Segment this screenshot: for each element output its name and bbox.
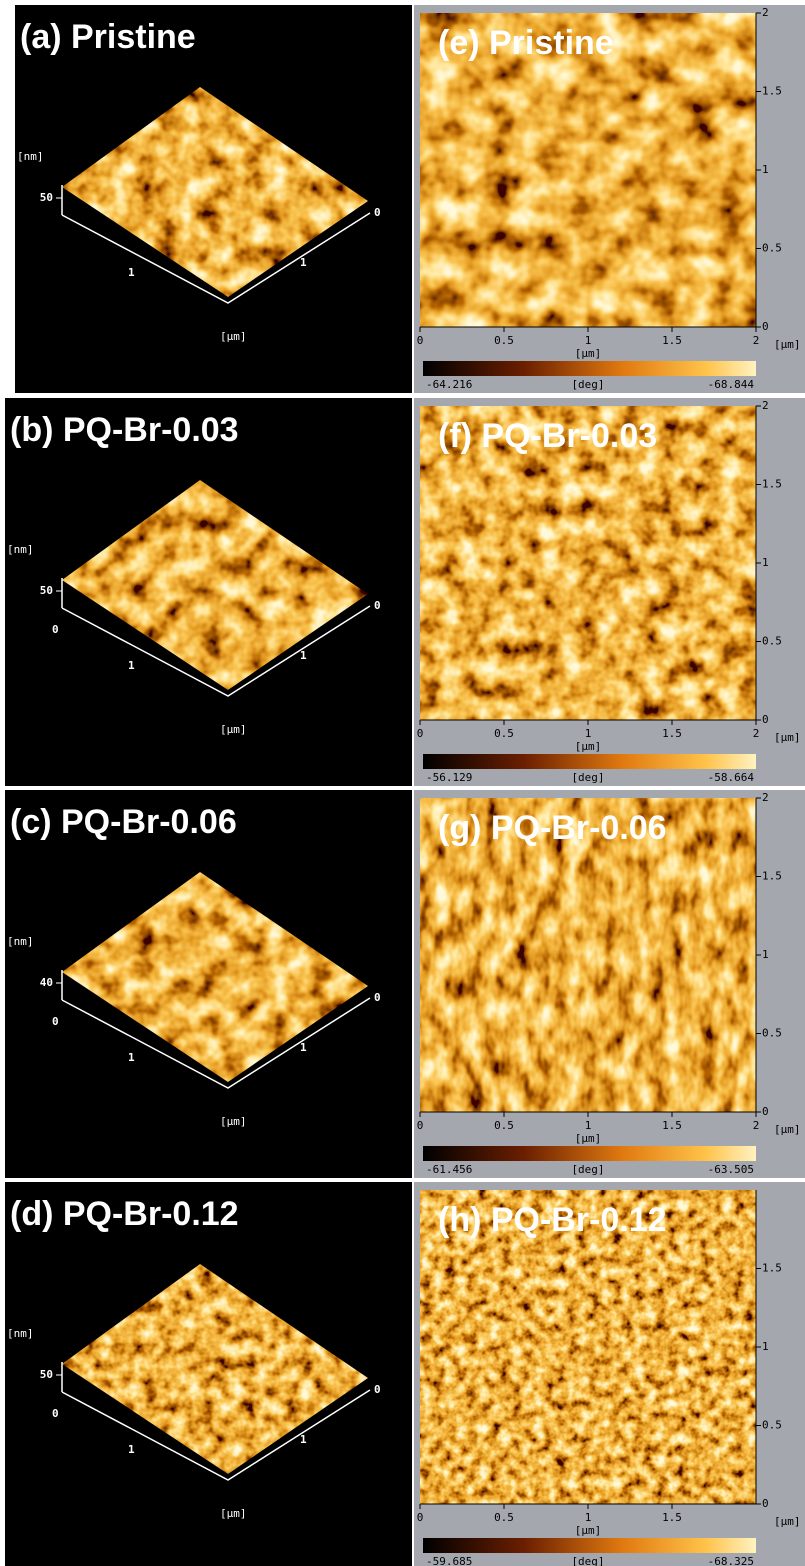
colorbar-min: -64.216 bbox=[426, 378, 472, 391]
x-unit: [µm] bbox=[575, 740, 602, 753]
x-tick-label: 1.5 bbox=[662, 1511, 682, 1524]
y-tick-label: 0 bbox=[374, 599, 381, 612]
y-tick-label: 0 bbox=[374, 991, 381, 1004]
x-tick-label: 0 bbox=[417, 727, 424, 740]
y-tick-label: 1 bbox=[300, 649, 307, 662]
y-tick-label: 0 bbox=[762, 713, 769, 726]
y-tick-label: 1 bbox=[762, 163, 769, 176]
z-unit: [nm] bbox=[7, 935, 34, 948]
x-tick-label: 2 bbox=[753, 334, 760, 347]
z-unit: [nm] bbox=[7, 543, 34, 556]
y-tick-label: 1 bbox=[300, 256, 307, 269]
x-unit: [µm] bbox=[575, 347, 602, 360]
x-tick-label: 1.5 bbox=[662, 1119, 682, 1132]
x-tick-label: 0.5 bbox=[494, 1511, 514, 1524]
y-tick-label: 1.5 bbox=[762, 478, 782, 491]
x-tick-label: 0 bbox=[52, 623, 59, 636]
y-tick-label: 1.5 bbox=[762, 85, 782, 98]
z-unit: [nm] bbox=[7, 1327, 34, 1340]
colorbar bbox=[423, 1538, 756, 1553]
colorbar-unit: [deg] bbox=[571, 378, 604, 391]
y-tick-label: 0 bbox=[762, 1105, 769, 1118]
colorbar-unit: [deg] bbox=[571, 771, 604, 784]
x-tick-label: 0 bbox=[417, 1119, 424, 1132]
figure: (a) Pristine[nm]50101[µm](b) PQ-Br-0.03[… bbox=[0, 0, 805, 1566]
x-tick-label: 0 bbox=[52, 1407, 59, 1420]
y-tick-label: 1 bbox=[300, 1433, 307, 1446]
x-tick-label: 1 bbox=[585, 1119, 592, 1132]
y-tick-label: 1 bbox=[762, 948, 769, 961]
y-tick-label: 2 bbox=[762, 791, 769, 804]
x-tick-label: 1 bbox=[128, 1443, 135, 1456]
x-tick-label: 2 bbox=[753, 1119, 760, 1132]
panel-label: (h) PQ-Br-0.12 bbox=[438, 1201, 667, 1239]
x-tick-label: 1 bbox=[128, 659, 135, 672]
x-tick-label: 0.5 bbox=[494, 1119, 514, 1132]
panel-label: (a) Pristine bbox=[20, 18, 196, 56]
panel-label: (f) PQ-Br-0.03 bbox=[438, 417, 657, 455]
y-tick-label: 0 bbox=[374, 206, 381, 219]
panel-label: (e) Pristine bbox=[438, 24, 614, 62]
z-tick-label: 50 bbox=[40, 1368, 53, 1381]
y-tick-label: 0.5 bbox=[762, 1027, 782, 1040]
y-unit: [µm] bbox=[774, 1123, 801, 1136]
y-unit: [µm] bbox=[774, 1515, 801, 1528]
x-tick-label: 1.5 bbox=[662, 334, 682, 347]
xy-unit: [µm] bbox=[220, 330, 247, 343]
x-tick-label: 2 bbox=[753, 727, 760, 740]
colorbar-min: -56.129 bbox=[426, 771, 472, 784]
colorbar bbox=[423, 361, 756, 376]
x-tick-label: 1 bbox=[128, 1051, 135, 1064]
x-unit: [µm] bbox=[575, 1524, 602, 1537]
x-tick-label: 0.5 bbox=[494, 334, 514, 347]
y-tick-label: 1 bbox=[762, 556, 769, 569]
x-tick-label: 0 bbox=[52, 1015, 59, 1028]
xy-unit: [µm] bbox=[220, 1507, 247, 1520]
colorbar-max: -58.664 bbox=[708, 771, 755, 784]
x-unit: [µm] bbox=[575, 1132, 602, 1145]
xy-unit: [µm] bbox=[220, 1115, 247, 1128]
x-tick-label: 0.5 bbox=[494, 727, 514, 740]
y-tick-label: 1.5 bbox=[762, 870, 782, 883]
colorbar-max: -63.505 bbox=[708, 1163, 754, 1176]
x-tick-label: 0 bbox=[417, 334, 424, 347]
y-unit: [µm] bbox=[774, 338, 801, 351]
x-tick-label: 1.5 bbox=[662, 727, 682, 740]
colorbar-unit: [deg] bbox=[571, 1163, 604, 1176]
y-tick-label: 0.5 bbox=[762, 635, 782, 648]
colorbar-min: -61.456 bbox=[426, 1163, 472, 1176]
y-tick-label: 0 bbox=[762, 1497, 769, 1510]
panel-label: (d) PQ-Br-0.12 bbox=[10, 1195, 239, 1233]
y-tick-label: 0 bbox=[374, 1383, 381, 1396]
y-tick-label: 2 bbox=[762, 6, 769, 19]
x-tick-label: 1 bbox=[585, 1511, 592, 1524]
z-tick-label: 50 bbox=[40, 584, 53, 597]
x-tick-label: 1 bbox=[585, 334, 592, 347]
y-tick-label: 2 bbox=[762, 399, 769, 412]
z-tick-label: 40 bbox=[40, 976, 53, 989]
panel-label: (g) PQ-Br-0.06 bbox=[438, 809, 667, 847]
z-unit: [nm] bbox=[17, 150, 44, 163]
colorbar bbox=[423, 754, 756, 769]
x-tick-label: 1 bbox=[585, 727, 592, 740]
colorbar-unit: [deg] bbox=[571, 1555, 604, 1566]
y-tick-label: 0 bbox=[762, 320, 769, 333]
y-tick-label: 1.5 bbox=[762, 1262, 782, 1275]
panel-label: (b) PQ-Br-0.03 bbox=[10, 411, 239, 449]
colorbar-max: -68.844 bbox=[708, 378, 755, 391]
z-tick-label: 50 bbox=[40, 191, 53, 204]
y-tick-label: 1 bbox=[300, 1041, 307, 1054]
colorbar-max: -68.325 bbox=[708, 1555, 754, 1566]
y-tick-label: 0.5 bbox=[762, 242, 782, 255]
x-tick-label: 0 bbox=[417, 1511, 424, 1524]
panel-label: (c) PQ-Br-0.06 bbox=[10, 803, 237, 841]
xy-unit: [µm] bbox=[220, 723, 247, 736]
colorbar-min: -59.685 bbox=[426, 1555, 472, 1566]
x-tick-label: 1 bbox=[128, 266, 135, 279]
y-tick-label: 0.5 bbox=[762, 1419, 782, 1432]
y-tick-label: 1 bbox=[762, 1340, 769, 1353]
y-unit: [µm] bbox=[774, 731, 801, 744]
colorbar bbox=[423, 1146, 756, 1161]
